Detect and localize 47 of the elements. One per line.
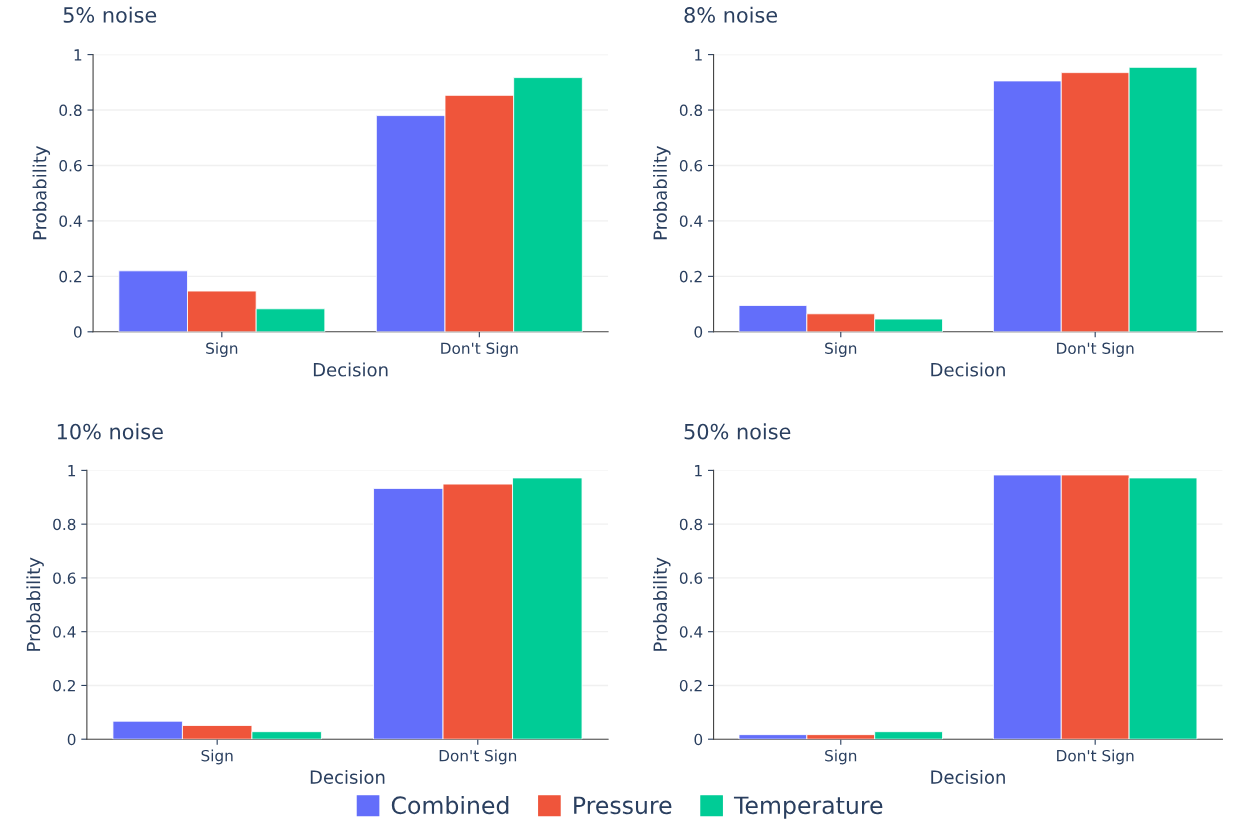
x-axis-title: Decision bbox=[310, 769, 385, 784]
y-tick-label: 0.8 bbox=[679, 104, 703, 117]
y-tick-label: 0.4 bbox=[53, 626, 76, 638]
legend-label: Pressure bbox=[574, 796, 672, 815]
x-tick-label: Sign bbox=[825, 342, 857, 357]
x-tick-label: Don't Sign bbox=[1057, 749, 1134, 765]
y-tick-label: 0.4 bbox=[679, 215, 703, 227]
x-tick-label: Sign bbox=[206, 342, 238, 357]
chart-title: 10% noise bbox=[57, 423, 163, 440]
y-tick-label: 1 bbox=[68, 465, 76, 477]
x-axis-title: Decision bbox=[931, 769, 1005, 784]
legend-label: Combined bbox=[391, 795, 509, 815]
y-tick-label: 0.4 bbox=[59, 215, 82, 227]
y-tick-label: 0.6 bbox=[679, 159, 703, 172]
y-axis-title: Probability bbox=[32, 146, 51, 240]
y-tick-label: 0.6 bbox=[59, 159, 82, 172]
y-tick-label: 0 bbox=[73, 326, 82, 338]
y-tick-label: 0.8 bbox=[53, 518, 76, 531]
y-tick-label: 0.8 bbox=[59, 104, 82, 117]
y-tick-label: 0 bbox=[694, 733, 703, 746]
y-tick-label: 0.6 bbox=[53, 572, 76, 584]
chart-title: 8% noise bbox=[684, 6, 778, 23]
x-axis-title: Decision bbox=[931, 362, 1005, 377]
y-axis-title: Probability bbox=[653, 146, 671, 240]
x-tick-label: Don't Sign bbox=[1057, 342, 1134, 357]
y-tick-label: 1 bbox=[74, 49, 82, 61]
y-axis-title: Probability bbox=[653, 557, 671, 651]
x-axis-title: Decision bbox=[313, 362, 388, 377]
y-tick-label: 0.2 bbox=[53, 679, 75, 692]
chart-title: 50% noise bbox=[684, 423, 791, 440]
chart-title: 5% noise bbox=[63, 6, 157, 23]
y-axis-title: Probability bbox=[26, 557, 44, 651]
y-tick-label: 1 bbox=[695, 49, 702, 61]
y-tick-label: 0.2 bbox=[679, 679, 702, 692]
x-tick-label: Sign bbox=[825, 749, 857, 765]
y-tick-label: 0.6 bbox=[679, 572, 703, 584]
y-tick-label: 0 bbox=[67, 733, 76, 746]
y-tick-label: 0.8 bbox=[679, 518, 703, 531]
y-tick-label: 0 bbox=[694, 326, 703, 338]
y-tick-label: 1 bbox=[695, 465, 702, 477]
y-tick-label: 0.2 bbox=[59, 270, 82, 283]
x-tick-label: Don't Sign bbox=[441, 342, 518, 357]
y-tick-label: 0.4 bbox=[679, 626, 703, 638]
y-tick-label: 0.2 bbox=[679, 270, 702, 283]
legend-label: Temperature bbox=[733, 796, 883, 819]
x-tick-label: Don't Sign bbox=[439, 749, 517, 765]
x-tick-label: Sign bbox=[201, 749, 233, 765]
